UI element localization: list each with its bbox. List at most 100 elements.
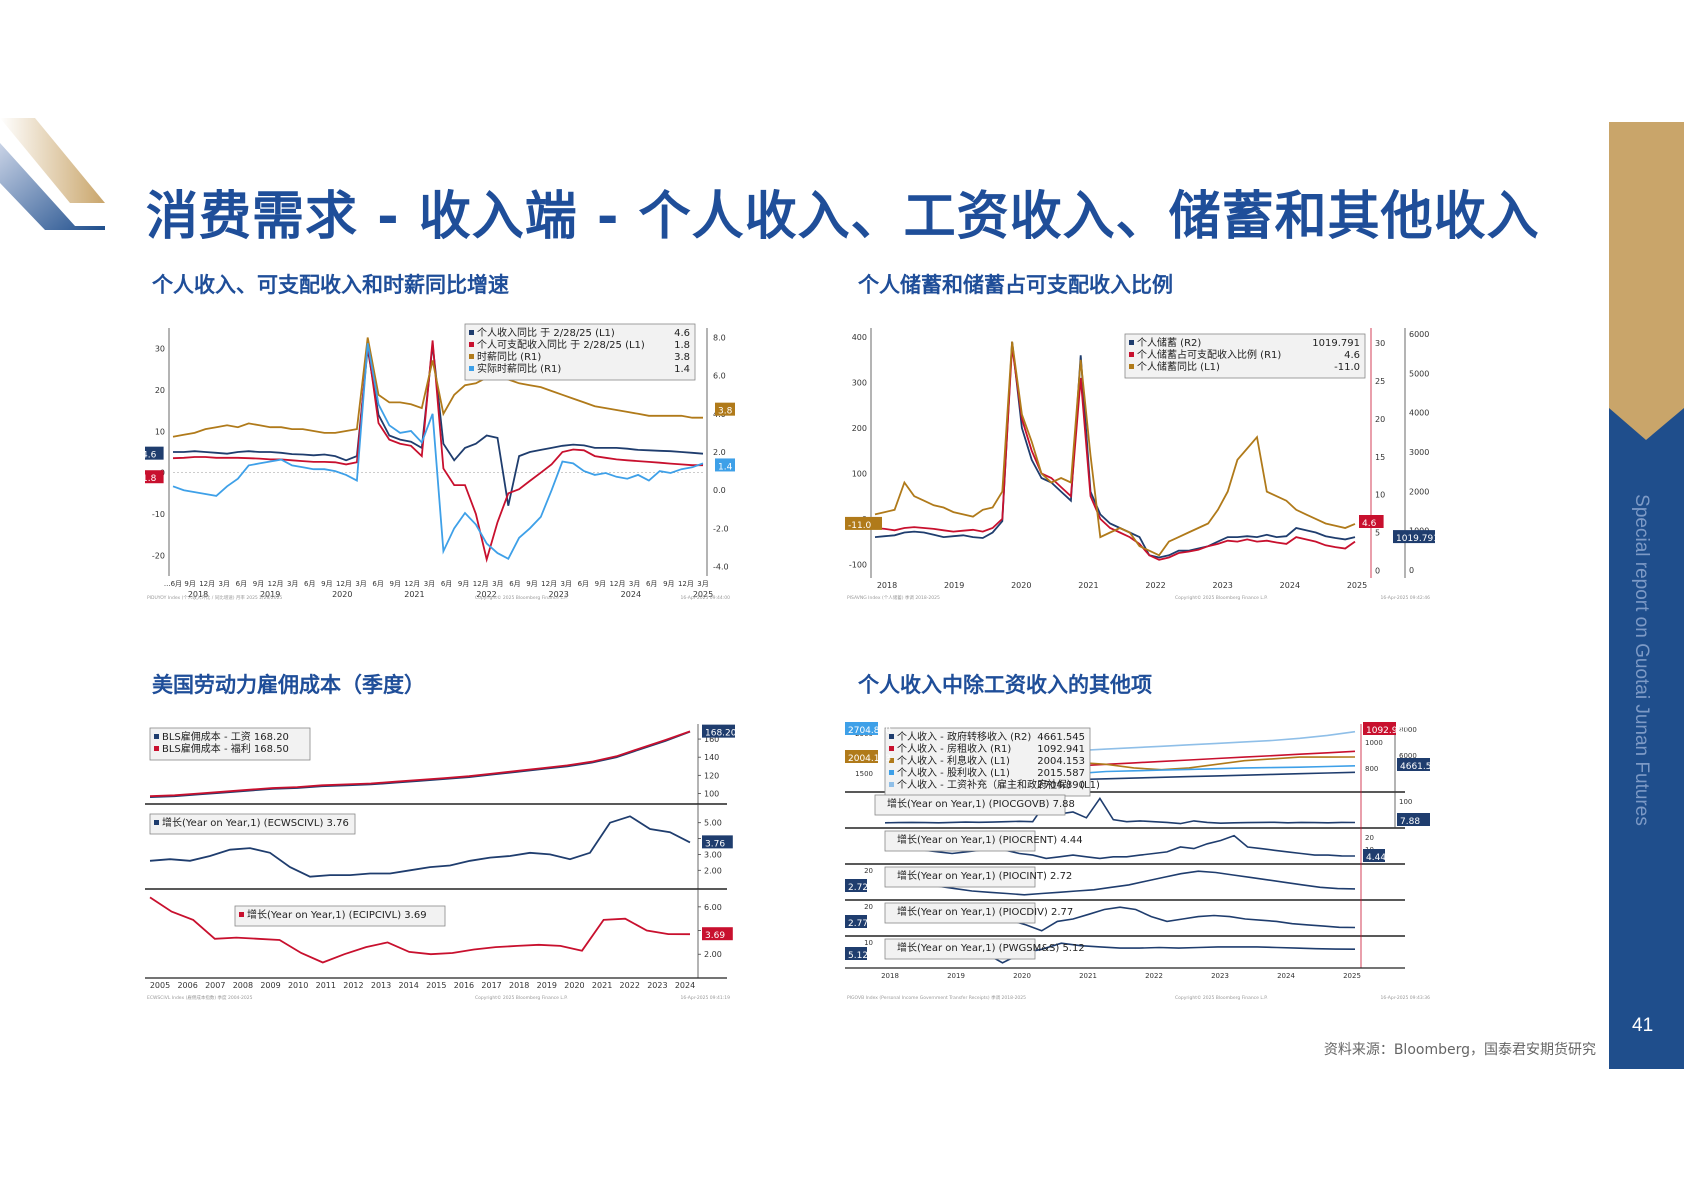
legend-c3-1-swatch: [154, 820, 159, 825]
legend-c4-top-swatch: [889, 758, 894, 763]
year-label: 2017: [481, 981, 501, 990]
right-tick-label: -4.0: [713, 562, 729, 571]
x-tick-label: 9月: [253, 580, 264, 588]
legend-c2-box: [1124, 333, 1366, 379]
legend-c3-1-label: 增长(Year on Year,1) (ECWSCIVL) 3.76: [162, 816, 349, 829]
section-title-savings: 个人储蓄和储蓄占可支配收入比例: [858, 273, 1173, 297]
section-title-employment-cost: 美国劳动力雇佣成本（季度）: [152, 673, 425, 697]
x-tick-label: 9月: [595, 580, 606, 588]
year-label: 2018: [509, 981, 529, 990]
right-tick-label: 800: [1365, 765, 1378, 773]
legend-c1-swatch: [469, 366, 474, 371]
year-label: 2023: [549, 590, 569, 599]
right-tick-label-r2: 3000: [1409, 448, 1429, 457]
footer-left: PIDUYOY Index (个人收入环比 / 同比增速) 月率 2025 2/…: [147, 594, 282, 601]
end-tag-left-bg: [845, 915, 867, 928]
legend-c4-top-swatch: [889, 782, 894, 787]
x-tick-label: 6月: [441, 580, 452, 588]
end-tag-right: 4.6: [1362, 519, 1377, 529]
end-tag-left: 2004.153: [848, 754, 891, 764]
right-tick-label: 0.0: [713, 486, 726, 495]
right-tick-label: 6.00: [704, 903, 722, 912]
right-tick-label: 3.00: [704, 850, 722, 859]
right-tick-label: 100: [704, 789, 719, 798]
year-label: 2025: [1343, 972, 1361, 980]
year-label: 2022: [476, 590, 496, 599]
year-label: 2011: [316, 981, 336, 990]
left-tick-label: 1500: [855, 770, 873, 778]
left-tick-label: 20: [864, 867, 873, 875]
end-tag-left: 2.77: [848, 919, 868, 929]
legend-c2-swatch: [1129, 352, 1134, 357]
legend-c1-box: [464, 323, 696, 381]
end-tag-left-bg: [845, 722, 878, 735]
footer-left: ECWSCIVL Index (雇佣成本指数) 季度 2004-2025: [147, 994, 253, 1001]
x-tick-label: 12月: [473, 580, 489, 588]
year-label: 2010: [288, 981, 308, 990]
footer-timestamp: 16-Apr-2025 09:41:19: [681, 995, 731, 1001]
end-tag-left-bg: [145, 446, 164, 460]
left-tick-label: -100: [849, 560, 867, 569]
year-label: 2024: [675, 981, 695, 990]
right-tick-label: -2.0: [713, 524, 729, 533]
end-tag-left-bg: [845, 879, 867, 892]
legend-c2-value: -11.0: [1334, 362, 1360, 373]
legend-c1-swatch: [469, 342, 474, 347]
legend-c2-label: 个人储蓄同比 (L1): [1137, 360, 1220, 373]
right-tick-label: 160: [704, 735, 719, 744]
right-tick-label-r1: 15: [1375, 453, 1385, 462]
legend-c4-1-label: 增长(Year on Year,1) (PIOCGOVB) 7.88: [887, 797, 1075, 810]
end-tag-right-bg: [715, 458, 735, 472]
x-tick-label: 6月: [646, 580, 657, 588]
x-tick-label: 3月: [697, 580, 708, 588]
year-label: 2023: [647, 981, 667, 990]
page-number: 41: [1632, 1015, 1654, 1036]
x-tick-label: 3月: [629, 580, 640, 588]
year-label: 2007: [205, 981, 225, 990]
legend-c4-top-value: 2004.153: [1037, 756, 1085, 767]
end-tag-right-bg: [1363, 849, 1385, 862]
x-tick-label: 9月: [663, 580, 674, 588]
left-tick-label: 100: [852, 469, 867, 478]
year-label: 2020: [564, 981, 584, 990]
legend-c4-top-swatch: [889, 734, 894, 739]
right-tick-label-r1: 5: [1375, 529, 1380, 538]
year-label: 2016: [454, 981, 474, 990]
legend-c2-value: 1019.791: [1312, 338, 1360, 349]
year-label: 2020: [332, 590, 352, 599]
legend-c4-top-label: 个人收入 - 政府转移收入 (R2): [897, 730, 1031, 743]
left-tick-label: 10: [155, 427, 165, 436]
year-label: 2021: [404, 590, 424, 599]
end-tag-right: 168.20: [705, 729, 735, 739]
left-tick-label: 200: [852, 424, 867, 433]
right-sidebar: [1609, 122, 1684, 1069]
year-label: 2018: [188, 590, 208, 599]
right-tick-label: 2.0: [713, 448, 726, 457]
right-tick-label-r2: 6000: [1409, 330, 1429, 339]
left-tick-label: -20: [152, 551, 165, 560]
x-tick-label: 12月: [199, 580, 215, 588]
legend-c1-value: 4.6: [674, 328, 690, 339]
left-tick-label: 400: [852, 333, 867, 342]
left-tick-label: -10: [152, 510, 165, 519]
end-tag-right-bg: [1393, 530, 1435, 544]
legend-c4-top-label: 个人收入 - 股利收入 (L1): [897, 766, 1010, 779]
legend-c1-label: 时薪同比 (R1): [477, 351, 541, 363]
x-tick-label: 3月: [492, 580, 503, 588]
end-tag-right-bg: [702, 835, 733, 849]
legend-c4-2-label: 增长(Year on Year,1) (PIOCRENT) 4.44: [897, 833, 1083, 846]
legend-c3-2-swatch: [239, 912, 244, 917]
year-label: 2015: [426, 981, 446, 990]
year-label: 2019: [260, 590, 280, 599]
year-label: 2021: [1079, 972, 1097, 980]
section-title-other-income: 个人收入中除工资收入的其他项: [858, 673, 1152, 697]
end-tag-right: 1019.791: [1396, 534, 1435, 544]
year-label: 2009: [260, 981, 280, 990]
series-line: [874, 341, 1356, 557]
year-label: 2022: [1145, 972, 1163, 980]
year-label: 2012: [343, 981, 363, 990]
legend-c4-5-box: [884, 938, 1036, 960]
year-label: 2019: [947, 972, 965, 980]
end-tag-right-bg: [1359, 515, 1384, 528]
legend-c3-1-box: [149, 813, 356, 835]
